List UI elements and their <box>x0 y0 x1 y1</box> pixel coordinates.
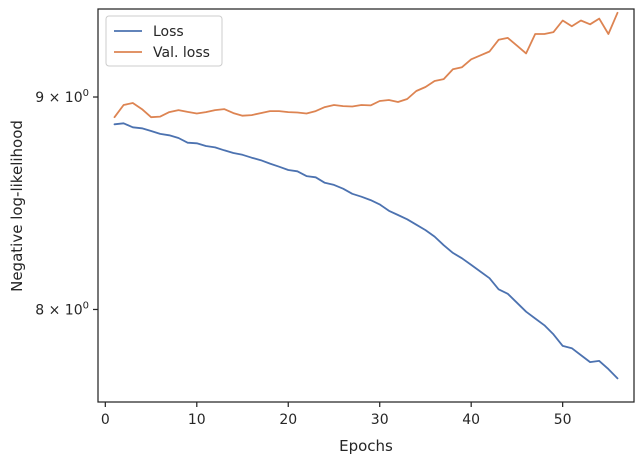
y-axis-label: Negative log-likelihood <box>8 120 26 292</box>
series-layer <box>113 11 619 380</box>
x-axis-label: Epochs <box>339 437 393 455</box>
legend: Loss Val. loss <box>105 15 223 67</box>
x-tick-label: 50 <box>554 412 572 428</box>
x-tick-label: 20 <box>279 412 297 428</box>
series-line-val-loss <box>113 11 619 119</box>
legend-label-loss: Loss <box>153 24 184 40</box>
x-axis: 0 10 20 30 40 50 <box>101 402 572 428</box>
y-tick-label: 9 × 100 <box>35 88 89 106</box>
x-tick-label: 10 <box>188 412 206 428</box>
x-tick-label: 30 <box>371 412 389 428</box>
x-tick-label: 40 <box>462 412 480 428</box>
y-tick-label: 8 × 100 <box>35 300 89 318</box>
plot-frame <box>97 8 635 403</box>
plot-background <box>98 9 634 402</box>
legend-label-val-loss: Val. loss <box>153 45 210 61</box>
y-axis: 9 × 100 8 × 100 <box>35 88 98 318</box>
legend-box <box>105 15 223 67</box>
series-line-loss <box>113 122 619 380</box>
x-tick-label: 0 <box>101 412 110 428</box>
